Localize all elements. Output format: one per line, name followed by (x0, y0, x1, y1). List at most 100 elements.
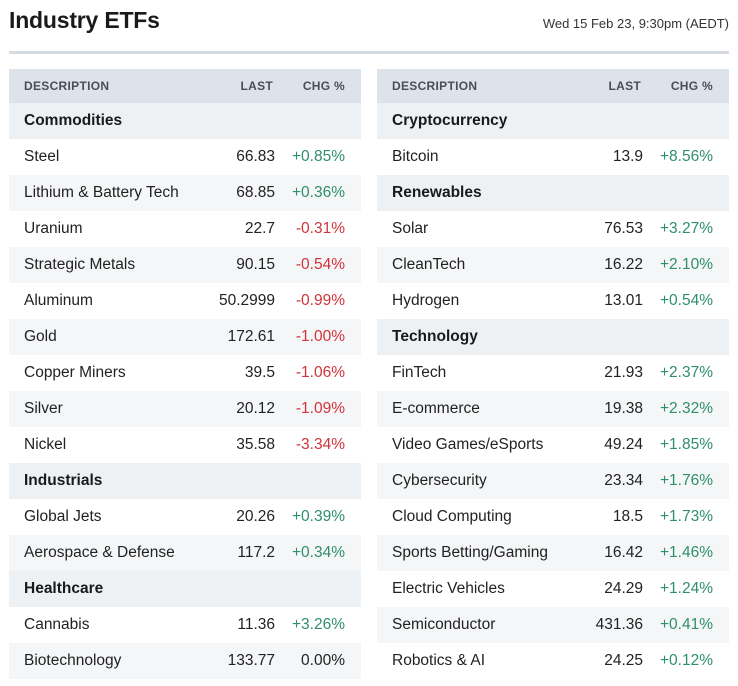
etf-name[interactable]: Strategic Metals (24, 256, 136, 273)
etf-name[interactable]: Video Games/eSports (392, 436, 544, 453)
table-row[interactable]: Silver 20.12 -1.09% (9, 391, 361, 427)
etf-change-percent: 0.00% (301, 652, 345, 669)
etf-name[interactable]: Cloud Computing (392, 508, 512, 525)
etf-table-right: DESCRIPTION LAST CHG % Cryptocurrency Bit… (377, 69, 729, 679)
etf-name[interactable]: Aluminum (24, 292, 93, 309)
etf-name[interactable]: Semiconductor (392, 616, 496, 633)
etf-last-price: 431.36 (595, 616, 643, 633)
etf-last-price: 24.25 (604, 652, 643, 669)
etf-name[interactable]: Nickel (24, 436, 67, 453)
etf-change-percent: +1.85% (659, 436, 713, 453)
etf-name[interactable]: Electric Vehicles (392, 580, 505, 597)
etf-change-percent: -0.54% (295, 256, 345, 273)
etf-last-price: 24.29 (604, 580, 643, 597)
etf-change-percent: -1.09% (295, 400, 345, 417)
etf-table-left: DESCRIPTION LAST CHG % Commodities Steel 6… (9, 69, 361, 679)
etf-name[interactable]: Bitcoin (392, 148, 439, 165)
etf-last-price: 13.01 (604, 292, 643, 309)
etf-name[interactable]: E-commerce (392, 400, 480, 417)
table-row[interactable]: Sports Betting/Gaming 16.42 +1.46% (377, 535, 729, 571)
etf-name[interactable]: Biotechnology (24, 652, 122, 669)
table-row[interactable]: Steel 66.83 +0.85% (9, 139, 361, 175)
group-header-cryptocurrency: Cryptocurrency (377, 103, 729, 139)
etf-name[interactable]: Sports Betting/Gaming (392, 544, 548, 561)
table-row[interactable]: Hydrogen 13.01 +0.54% (377, 283, 729, 319)
table-row[interactable]: Semiconductor 431.36 +0.41% (377, 607, 729, 643)
etf-last-price: 90.15 (236, 256, 275, 273)
etf-name[interactable]: Silver (24, 400, 63, 417)
etf-name[interactable]: Steel (24, 148, 60, 165)
table-row[interactable]: Aerospace & Defense 117.2 +0.34% (9, 535, 361, 571)
column-header-chg[interactable]: CHG % (670, 79, 713, 93)
etf-last-price: 16.22 (604, 256, 643, 273)
etf-change-percent: +2.10% (659, 256, 713, 273)
group-label: Industrials (24, 472, 103, 489)
table-row[interactable]: Global Jets 20.26 +0.39% (9, 499, 361, 535)
etf-change-percent: +1.24% (659, 580, 713, 597)
etf-last-price: 16.42 (604, 544, 643, 561)
table-row[interactable]: Gold 172.61 -1.00% (9, 319, 361, 355)
table-row[interactable]: Cloud Computing 18.5 +1.73% (377, 499, 729, 535)
page-header: Industry ETFs Wed 15 Feb 23, 9:30pm (AED… (9, 0, 729, 54)
table-row[interactable]: Strategic Metals 90.15 -0.54% (9, 247, 361, 283)
etf-change-percent: +1.46% (659, 544, 713, 561)
table-row[interactable]: Bitcoin 13.9 +8.56% (377, 139, 729, 175)
table-row[interactable]: Electric Vehicles 24.29 +1.24% (377, 571, 729, 607)
table-row[interactable]: Solar 76.53 +3.27% (377, 211, 729, 247)
etf-last-price: 35.58 (236, 436, 275, 453)
etf-change-percent: +0.36% (291, 184, 345, 201)
etf-name[interactable]: Lithium & Battery Tech (24, 184, 179, 201)
etf-last-price: 22.7 (244, 220, 275, 237)
table-row[interactable]: Biotechnology 133.77 0.00% (9, 643, 361, 679)
etf-name[interactable]: FinTech (392, 364, 447, 381)
group-label: Technology (392, 328, 478, 345)
etf-last-price: 11.36 (237, 616, 275, 633)
etf-name[interactable]: Copper Miners (24, 364, 126, 381)
etf-change-percent: -0.99% (295, 292, 345, 309)
etf-change-percent: -1.00% (295, 328, 345, 345)
table-row[interactable]: Lithium & Battery Tech 68.85 +0.36% (9, 175, 361, 211)
timestamp: Wed 15 Feb 23, 9:30pm (AEDT) (542, 16, 729, 31)
group-label: Commodities (24, 112, 123, 129)
etf-last-price: 20.12 (236, 400, 275, 417)
table-row[interactable]: Video Games/eSports 49.24 +1.85% (377, 427, 729, 463)
etf-change-percent: +0.41% (659, 616, 713, 633)
table-row[interactable]: Cybersecurity 23.34 +1.76% (377, 463, 729, 499)
etf-change-percent: +0.85% (291, 148, 345, 165)
etf-name[interactable]: Hydrogen (392, 292, 460, 309)
group-label: Healthcare (24, 580, 104, 597)
etf-last-price: 19.38 (604, 400, 643, 417)
etf-change-percent: -0.31% (295, 220, 345, 237)
group-header-renewables: Renewables (377, 175, 729, 211)
table-row[interactable]: Cannabis 11.36 +3.26% (9, 607, 361, 643)
etf-last-price: 66.83 (236, 148, 275, 165)
page-title: Industry ETFs (9, 7, 160, 33)
column-header-last[interactable]: LAST (240, 79, 273, 93)
table-row[interactable]: Aluminum 50.2999 -0.99% (9, 283, 361, 319)
etf-name[interactable]: Solar (392, 220, 429, 237)
table-row[interactable]: Robotics & AI 24.25 +0.12% (377, 643, 729, 679)
etf-name[interactable]: Cannabis (24, 616, 90, 633)
etf-change-percent: +0.39% (291, 508, 345, 525)
etf-name[interactable]: CleanTech (392, 256, 466, 273)
etf-name[interactable]: Robotics & AI (392, 652, 486, 669)
table-row[interactable]: Uranium 22.7 -0.31% (9, 211, 361, 247)
table-row[interactable]: FinTech 21.93 +2.37% (377, 355, 729, 391)
etf-last-price: 68.85 (236, 184, 275, 201)
etf-name[interactable]: Aerospace & Defense (24, 544, 175, 561)
column-header-description[interactable]: DESCRIPTION (24, 79, 110, 93)
table-row[interactable]: E-commerce 19.38 +2.32% (377, 391, 729, 427)
column-header-last[interactable]: LAST (608, 79, 641, 93)
etf-last-price: 172.61 (227, 328, 275, 345)
etf-change-percent: +3.27% (659, 220, 713, 237)
table-row[interactable]: CleanTech 16.22 +2.10% (377, 247, 729, 283)
table-row[interactable]: Copper Miners 39.5 -1.06% (9, 355, 361, 391)
column-header-chg[interactable]: CHG % (302, 79, 345, 93)
etf-name[interactable]: Gold (24, 328, 57, 345)
etf-name[interactable]: Uranium (24, 220, 83, 237)
etf-name[interactable]: Global Jets (24, 508, 102, 525)
etf-change-percent: +1.73% (659, 508, 713, 525)
table-row[interactable]: Nickel 35.58 -3.34% (9, 427, 361, 463)
etf-name[interactable]: Cybersecurity (392, 472, 487, 489)
column-header-description[interactable]: DESCRIPTION (392, 79, 478, 93)
